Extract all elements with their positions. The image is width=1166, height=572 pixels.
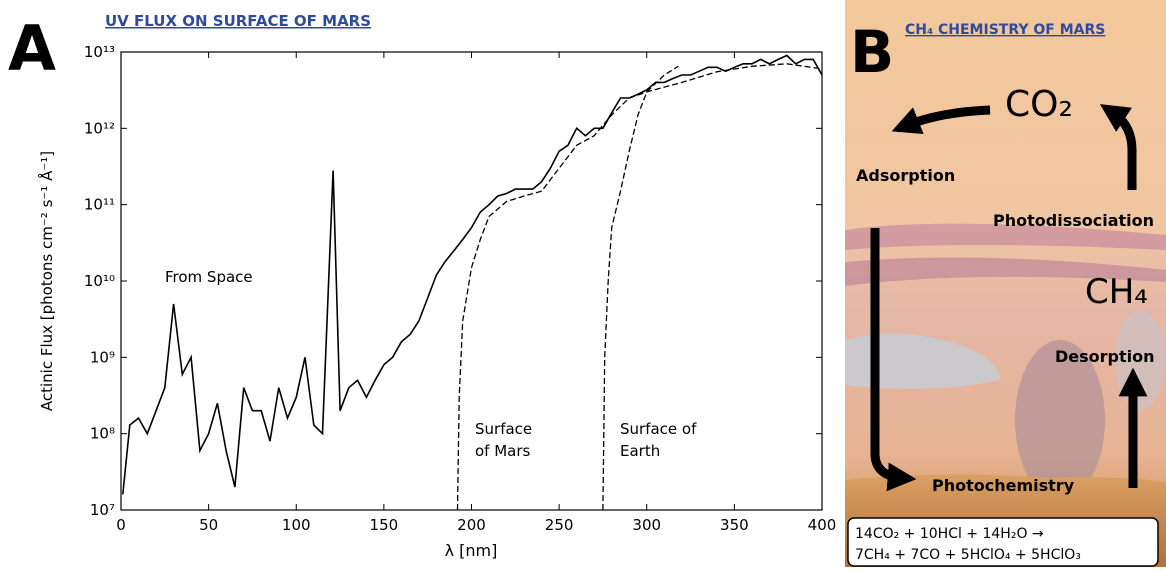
series-line xyxy=(122,54,823,495)
arrow xyxy=(1099,104,1137,190)
x-axis-label: λ [nm] xyxy=(445,541,498,560)
y-tick-label: 10⁷ xyxy=(90,501,115,519)
panel-letter: B xyxy=(850,18,894,86)
series-annotation: Earth xyxy=(620,442,660,460)
x-tick-label: 300 xyxy=(632,516,661,534)
panel-title: CH₄ CHEMISTRY OF MARS xyxy=(905,22,1105,38)
x-tick-label: 0 xyxy=(116,516,126,534)
molecule: CH₄ xyxy=(1085,272,1148,312)
x-tick-label: 350 xyxy=(720,516,749,534)
dust-plume xyxy=(1015,340,1105,500)
equation-line: 14CO₂ + 10HCl + 14H₂O → xyxy=(855,526,1044,542)
molecule: CO₂ xyxy=(1005,84,1073,125)
plot-area: 0 50 100 150 200 250 300 350 400 10⁷ 10⁸ 10⁹ 10¹⁰ 10¹… xyxy=(84,43,836,534)
x-tick-label: 400 xyxy=(808,516,837,534)
series-line xyxy=(456,63,823,511)
x-tick-label: 250 xyxy=(545,516,574,534)
x-tick-label: 50 xyxy=(199,516,218,534)
panel-letter: A xyxy=(8,12,56,85)
equation-box xyxy=(847,517,1159,567)
process-label: Adsorption xyxy=(856,166,955,185)
process-label: Desorption xyxy=(1055,347,1155,366)
cloud-band xyxy=(845,257,1166,286)
chart-title: UV FLUX ON SURFACE OF MARS xyxy=(105,12,371,30)
y-axis-label: Actinic Flux [photons cm⁻² s⁻¹ Å⁻¹] xyxy=(37,151,56,411)
y-tick-label: 10⁹ xyxy=(90,348,115,366)
process-label: Photochemistry xyxy=(932,476,1075,495)
y-tick-label: 10¹² xyxy=(84,119,115,137)
y-tick-label: 10¹¹ xyxy=(84,196,115,214)
x-tick-label: 150 xyxy=(370,516,399,534)
cloud-band xyxy=(845,223,1166,250)
series-annotation: of Mars xyxy=(475,442,531,460)
panel-b: B CH₄ CHEMISTRY OF MARS CO₂ CH₄ Adsorpti… xyxy=(845,0,1166,567)
arrow xyxy=(891,105,991,135)
x-tick-label: 100 xyxy=(282,516,311,534)
equation-line: 7CH₄ + 7CO + 5HClO₄ + 5HClO₃ xyxy=(855,547,1081,563)
x-tick-label: 200 xyxy=(457,516,486,534)
process-label: Photodissociation xyxy=(993,211,1154,230)
series-annotation: Surface xyxy=(475,420,532,438)
series-annotation: From Space xyxy=(165,268,253,286)
series-line xyxy=(602,65,679,511)
arrow xyxy=(870,228,917,492)
y-tick-label: 10¹³ xyxy=(84,43,115,61)
y-tick-label: 10¹⁰ xyxy=(84,272,115,290)
cloud xyxy=(845,333,1000,389)
y-tick-label: 10⁸ xyxy=(90,425,115,443)
series-annotation: Surface of xyxy=(620,420,697,438)
